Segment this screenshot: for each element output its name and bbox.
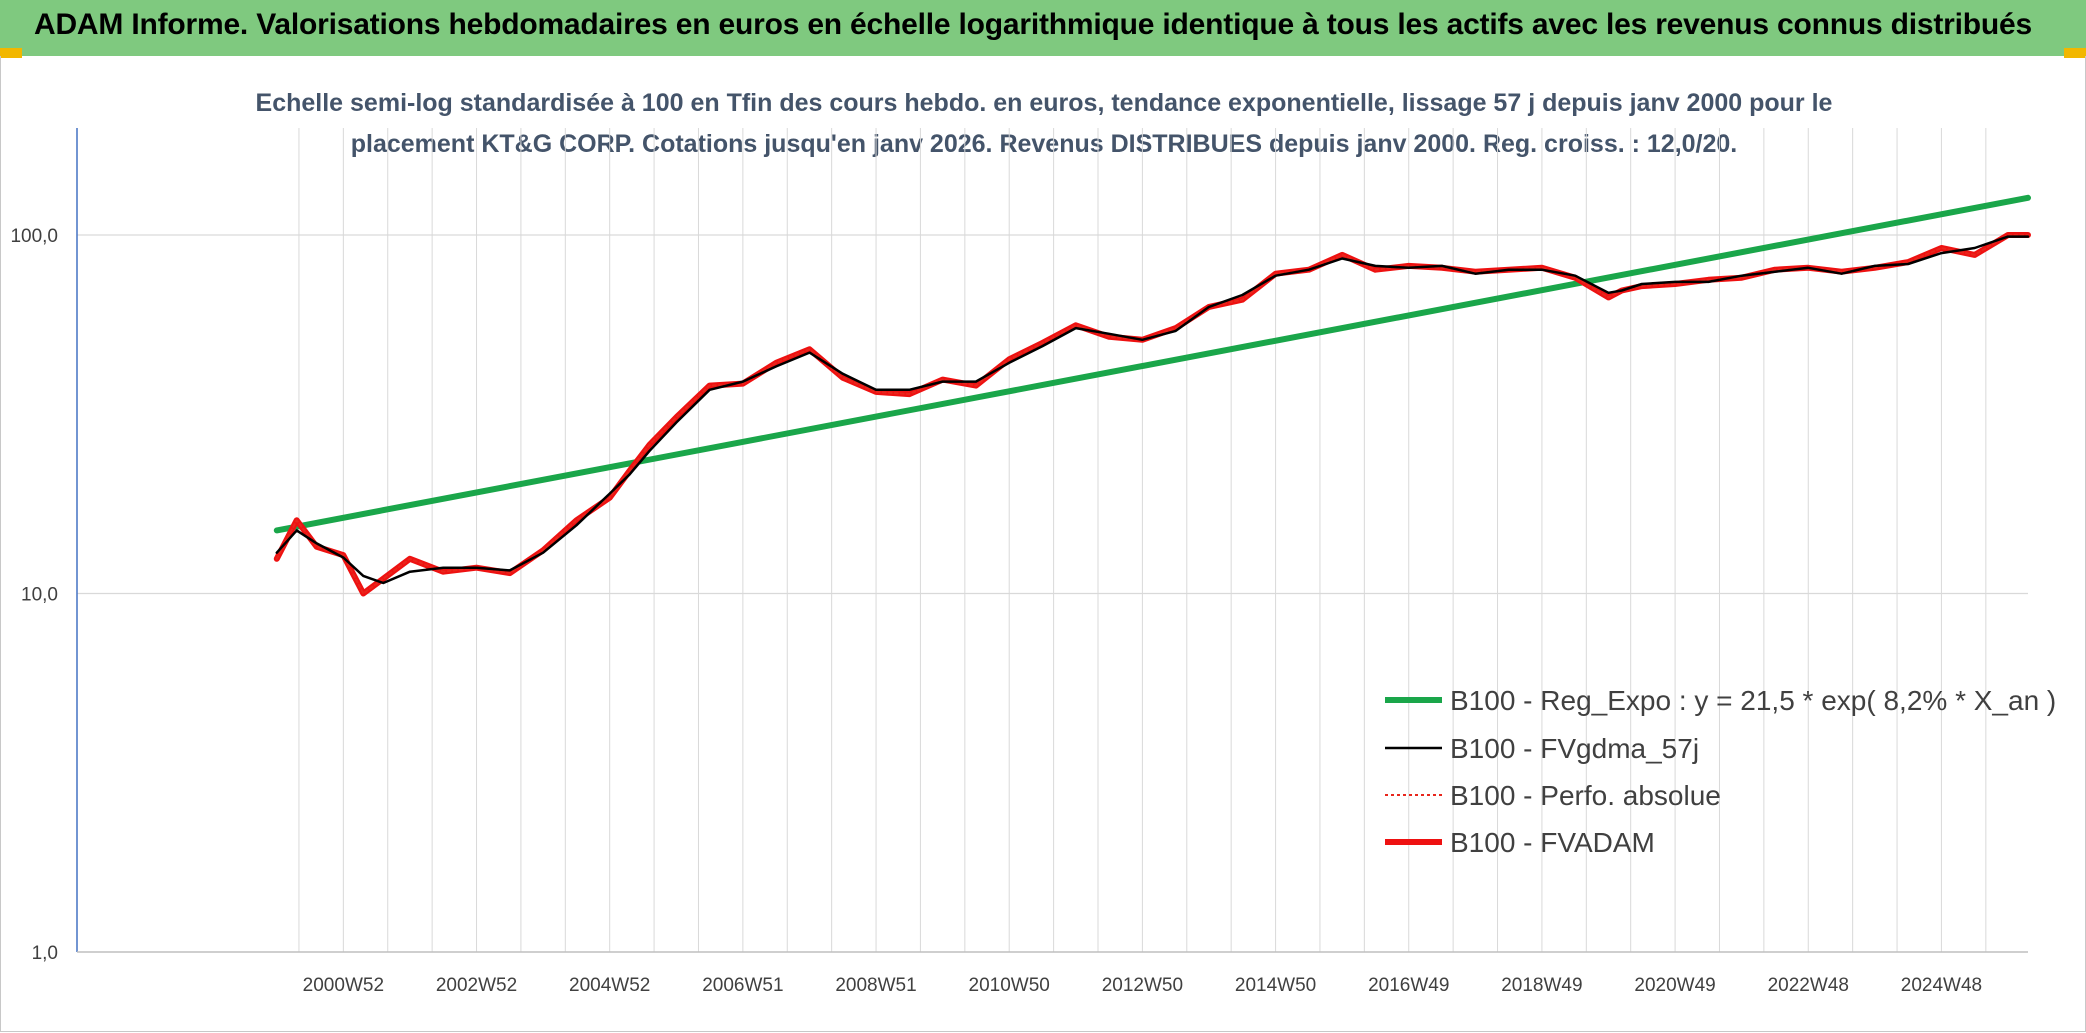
series-lines: [273, 194, 2031, 597]
x-tick-label: 2002W52: [436, 975, 517, 996]
y-tick-label: 100,0: [10, 226, 58, 247]
series-line-thin-black: [275, 235, 2030, 585]
y-tick-label: 1,0: [32, 943, 58, 964]
x-tick-label: 2020W49: [1634, 975, 1715, 996]
x-tick-label: 2000W52: [303, 975, 384, 996]
page-title: ADAM Informe. Valorisations hebdomadaire…: [34, 8, 2032, 41]
series-line-thick-red: [273, 232, 2031, 597]
x-ticks: 2000W52 2002W52 2004W52 2006W51 2008W51 2010W…: [303, 975, 1982, 996]
x-tick-label: 2016W49: [1368, 975, 1449, 996]
corner-mark-left: [0, 48, 22, 58]
title-banner: ADAM Informe. Valorisations hebdomadaire…: [0, 0, 2086, 56]
x-tick-label: 2024W48: [1901, 975, 1982, 996]
legend-label: B100 - FVADAM: [1450, 827, 1655, 858]
x-tick-label: 2018W49: [1501, 975, 1582, 996]
chart-subtitle-line1: Echelle semi-log standardisée à 100 en T…: [256, 89, 1833, 117]
series-line-thick-green: [273, 194, 2031, 534]
legend-label: B100 - FVgdma_57j: [1450, 733, 1699, 764]
corner-mark-right: [2064, 48, 2086, 58]
y-tick-label: 10,0: [21, 585, 58, 606]
legend-label: B100 - Perfo. absolue: [1450, 780, 1721, 811]
x-tick-label: 2004W52: [569, 975, 650, 996]
chart-subtitle-line2: placement KT&G CORP. Cotations jusqu'en …: [351, 130, 1738, 158]
legend-label: B100 - Reg_Expo : y = 21,5 * exp( 8,2% *…: [1450, 685, 2056, 716]
y-ticks: 100,0 10,0 1,0: [10, 226, 58, 964]
series-line-dotted-red: [275, 234, 2029, 595]
legend: B100 - Reg_Expo : y = 21,5 * exp( 8,2% *…: [1385, 685, 2056, 858]
x-tick-label: 2006W51: [702, 975, 783, 996]
x-tick-label: 2010W50: [969, 975, 1050, 996]
x-tick-label: 2012W50: [1102, 975, 1183, 996]
x-tick-label: 2014W50: [1235, 975, 1316, 996]
x-tick-label: 2008W51: [835, 975, 916, 996]
x-tick-label: 2022W48: [1768, 975, 1849, 996]
